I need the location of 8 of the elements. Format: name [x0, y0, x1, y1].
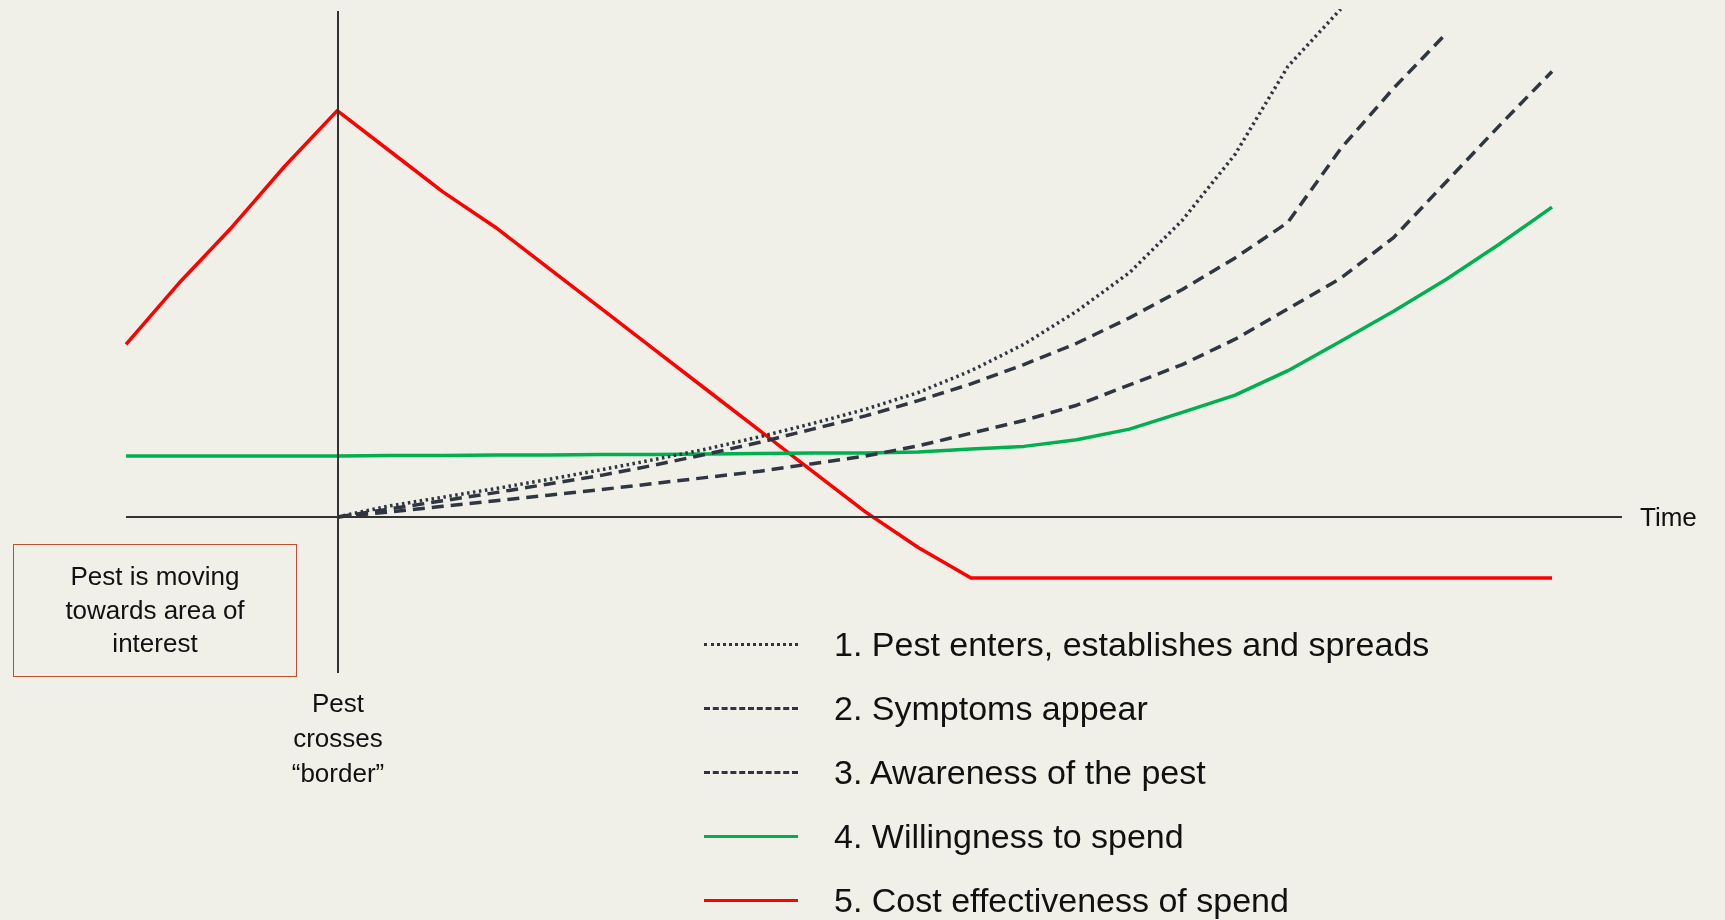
legend-label: 3. Awareness of the pest	[834, 752, 1206, 792]
annotation: Pest is moving towards area of interest	[13, 544, 297, 677]
legend-label: 5. Cost effectiveness of spend	[834, 880, 1289, 920]
legend-label: 4. Willingness to spend	[834, 816, 1184, 856]
legend-label: 2. Symptoms appear	[834, 688, 1148, 728]
text: Pest crosses “border”	[290, 687, 386, 791]
legend-label: 1. Pest enters, establishes and spreads	[834, 624, 1430, 664]
x-axis-title: Time	[1640, 501, 1697, 534]
